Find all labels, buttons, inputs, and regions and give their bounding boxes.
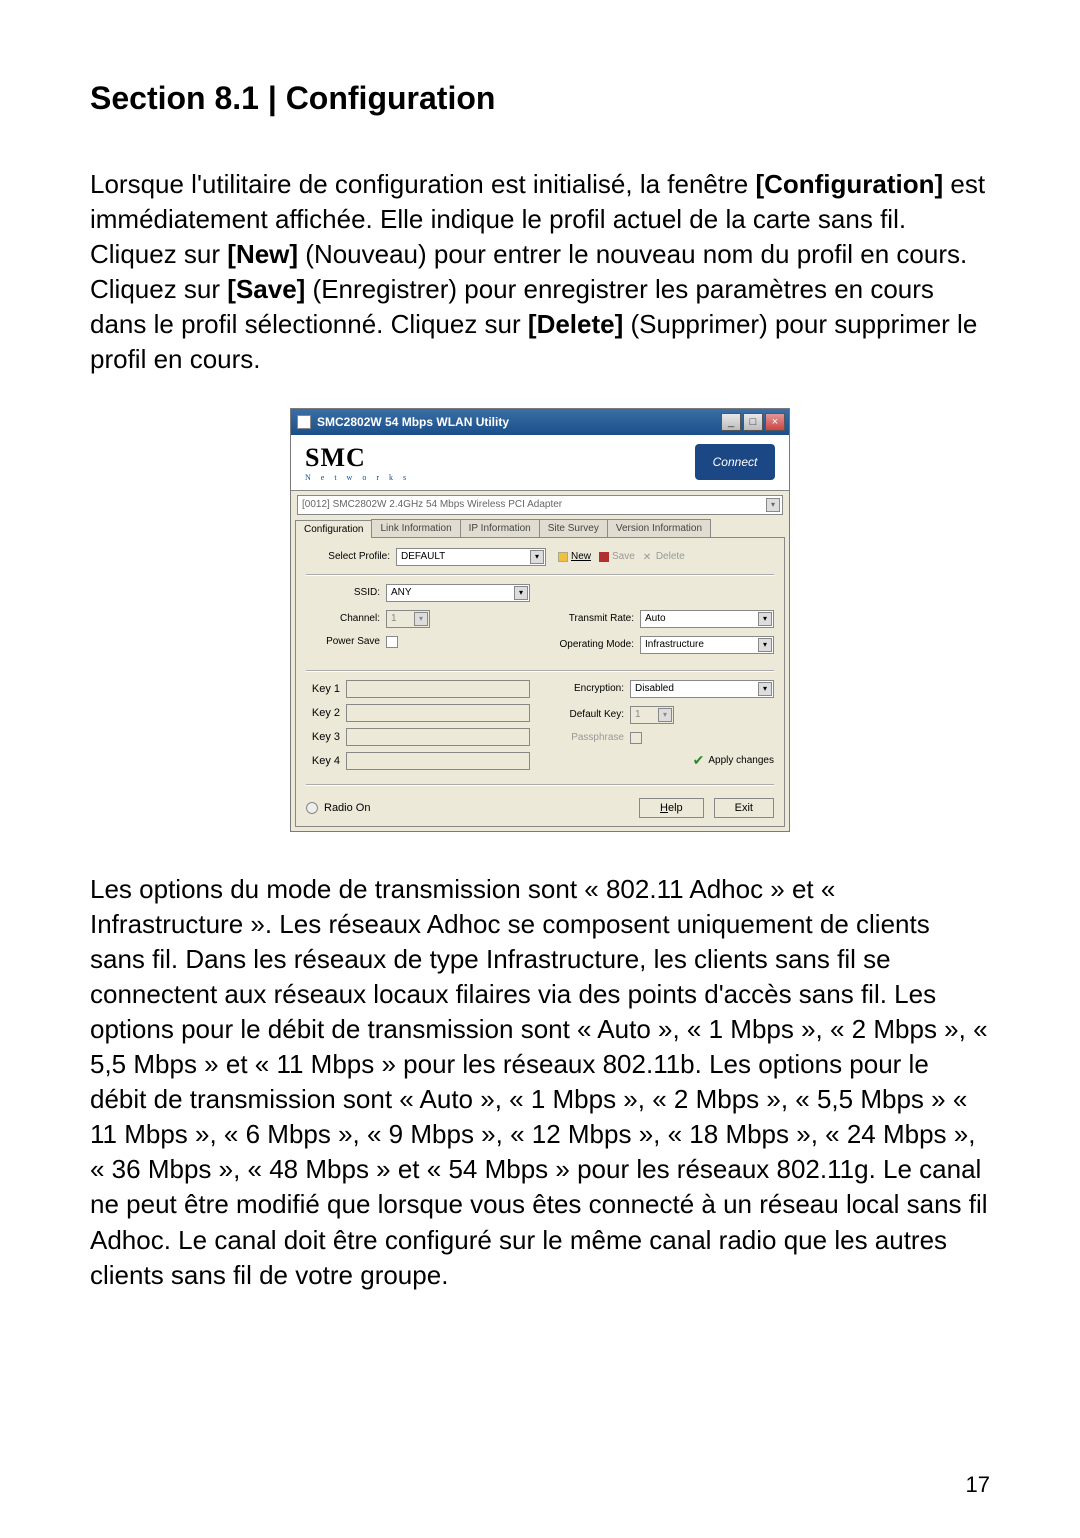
p1-b4: [Delete] <box>528 309 623 339</box>
profile-select[interactable]: DEFAULT ▾ <box>396 548 546 566</box>
save-label: Save <box>612 551 635 562</box>
passphrase-checkbox <box>630 732 642 744</box>
label-key4: Key 4 <box>306 755 346 767</box>
titlebar: SMC2802W 54 Mbps WLAN Utility _ □ × <box>291 409 789 435</box>
power-save-checkbox[interactable] <box>386 636 398 648</box>
chevron-down-icon: ▾ <box>530 550 544 564</box>
radio-on-label: Radio On <box>324 802 370 814</box>
tab-configuration[interactable]: Configuration <box>295 520 372 538</box>
channel-select: 1 ▾ <box>386 610 430 628</box>
connect-badge: Connect <box>695 444 775 480</box>
page-number: 17 <box>966 1472 990 1498</box>
brand-subtext: N e t w o r k s <box>305 473 410 482</box>
tab-version-information[interactable]: Version Information <box>607 519 711 537</box>
encryption-value: Disabled <box>635 683 674 694</box>
transmit-rate-select[interactable]: Auto ▾ <box>640 610 774 628</box>
delete-label: Delete <box>656 551 685 562</box>
label-operating-mode: Operating Mode: <box>550 639 640 650</box>
app-icon <box>297 415 311 429</box>
exit-button[interactable]: Exit <box>714 798 774 818</box>
save-icon <box>599 552 609 562</box>
chevron-down-icon: ▾ <box>758 682 772 696</box>
close-button[interactable]: × <box>765 413 785 431</box>
brand-logo: SMC <box>305 443 410 473</box>
p1-b3: [Save] <box>227 274 305 304</box>
check-icon: ✔ <box>693 752 705 769</box>
operating-mode-select[interactable]: Infrastructure ▾ <box>640 636 774 654</box>
save-button[interactable]: Save <box>595 551 639 562</box>
ssid-value: ANY <box>391 587 412 598</box>
label-passphrase: Passphrase <box>550 732 630 743</box>
delete-icon: ✕ <box>643 552 653 562</box>
label-select-profile: Select Profile: <box>306 551 396 562</box>
tab-link-information[interactable]: Link Information <box>371 519 460 537</box>
label-ssid: SSID: <box>306 587 386 598</box>
adapter-select[interactable]: [0012] SMC2802W 2.4GHz 54 Mbps Wireless … <box>297 495 783 515</box>
tab-row: Configuration Link Information IP Inform… <box>291 519 789 537</box>
maximize-button[interactable]: □ <box>743 413 763 431</box>
label-key2: Key 2 <box>306 707 346 719</box>
window-title: SMC2802W 54 Mbps WLAN Utility <box>317 415 721 429</box>
label-default-key: Default Key: <box>550 709 630 720</box>
chevron-down-icon: ▾ <box>766 498 780 512</box>
tab-ip-information[interactable]: IP Information <box>460 519 540 537</box>
profile-value: DEFAULT <box>401 551 445 562</box>
chevron-down-icon: ▾ <box>758 612 772 626</box>
key1-input <box>346 680 530 698</box>
chevron-down-icon: ▾ <box>514 586 528 600</box>
label-key1: Key 1 <box>306 683 346 695</box>
channel-value: 1 <box>391 613 397 624</box>
key4-input <box>346 752 530 770</box>
default-key-value: 1 <box>635 709 641 720</box>
chevron-down-icon: ▾ <box>658 708 672 722</box>
help-rest: elp <box>668 802 683 814</box>
default-key-select: 1 ▾ <box>630 706 674 724</box>
transmit-rate-value: Auto <box>645 613 666 624</box>
operating-mode-value: Infrastructure <box>645 639 704 650</box>
p1-b1: [Configuration] <box>755 169 943 199</box>
new-label: New <box>571 551 591 562</box>
label-encryption: Encryption: <box>550 683 630 694</box>
label-transmit-rate: Transmit Rate: <box>550 613 640 624</box>
brand-row: SMC N e t w o r k s Connect <box>291 435 789 491</box>
chevron-down-icon: ▾ <box>758 638 772 652</box>
help-button[interactable]: Help <box>639 798 704 818</box>
label-channel: Channel: <box>306 613 386 624</box>
p1-t1: Lorsque l'utilitaire de configuration es… <box>90 169 755 199</box>
radio-indicator-icon <box>306 802 318 814</box>
label-key3: Key 3 <box>306 731 346 743</box>
wlan-utility-dialog: SMC2802W 54 Mbps WLAN Utility _ □ × SMC … <box>290 408 790 832</box>
section-title: Section 8.1 | Configuration <box>90 80 990 117</box>
paragraph-1: Lorsque l'utilitaire de configuration es… <box>90 167 990 378</box>
delete-button[interactable]: ✕ Delete <box>639 551 689 562</box>
key3-input <box>346 728 530 746</box>
label-power-save: Power Save <box>306 636 386 647</box>
tab-site-survey[interactable]: Site Survey <box>539 519 608 537</box>
ssid-select[interactable]: ANY ▾ <box>386 584 530 602</box>
config-panel: Select Profile: DEFAULT ▾ New Save ✕ Del… <box>295 537 785 827</box>
key2-input <box>346 704 530 722</box>
paragraph-2: Les options du mode de transmission sont… <box>90 872 990 1293</box>
minimize-button[interactable]: _ <box>721 413 741 431</box>
new-button[interactable]: New <box>554 551 595 562</box>
adapter-value: [0012] SMC2802W 2.4GHz 54 Mbps Wireless … <box>302 499 562 510</box>
new-icon <box>558 552 568 562</box>
apply-label: Apply changes <box>708 755 774 766</box>
apply-changes-button[interactable]: ✔ Apply changes <box>550 752 774 769</box>
encryption-select[interactable]: Disabled ▾ <box>630 680 774 698</box>
chevron-down-icon: ▾ <box>414 612 428 626</box>
p1-b2: [New] <box>227 239 298 269</box>
